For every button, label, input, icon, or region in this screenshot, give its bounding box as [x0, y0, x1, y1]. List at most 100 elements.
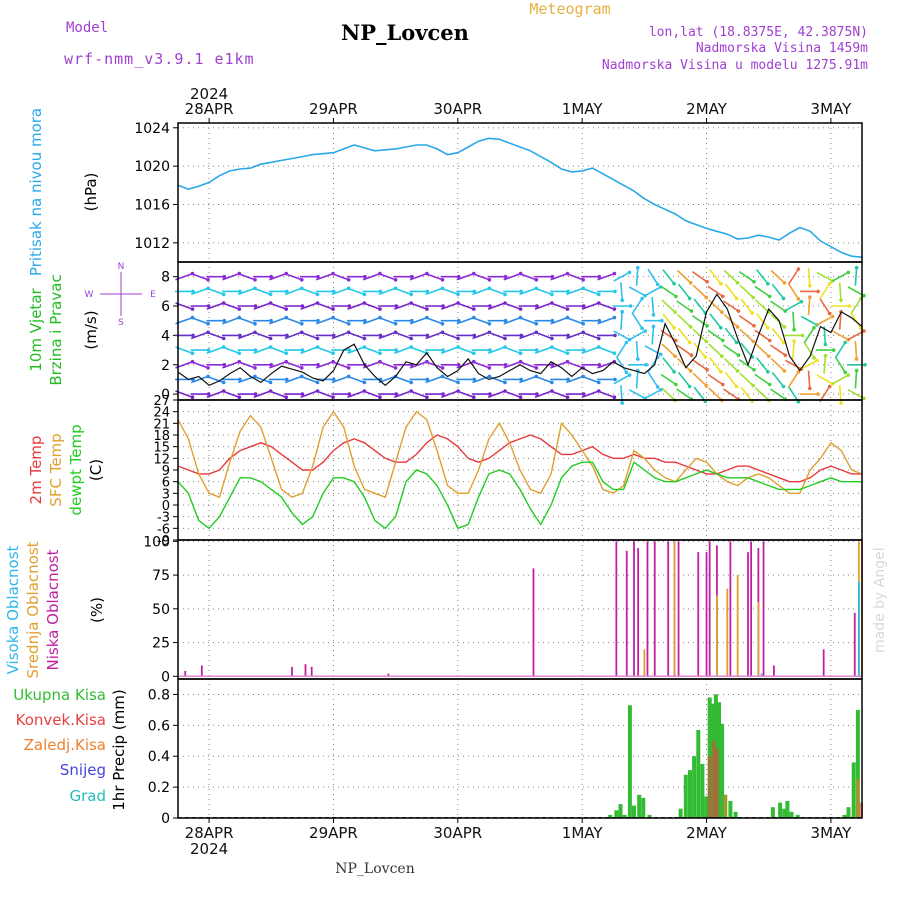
wind-arrowhead: [823, 354, 828, 358]
wind-arrow: [331, 272, 349, 281]
wind-arrow: [635, 267, 639, 286]
wind-arrow: [190, 272, 209, 281]
wind-arrowhead: [503, 318, 508, 323]
compass-east: E: [150, 290, 156, 300]
wind-arrowhead: [640, 296, 644, 301]
wind-arrow: [738, 359, 755, 371]
wind-arrowhead: [238, 333, 242, 338]
wind-arrow: [487, 287, 506, 296]
wind-arrowhead: [237, 307, 242, 311]
wind-arrowhead: [792, 339, 796, 343]
wind-arrowhead: [518, 395, 523, 400]
wind-arrowhead: [394, 304, 399, 308]
wind-arrowhead: [624, 340, 629, 345]
wind-arrow: [581, 346, 600, 354]
credit-text: made by Angel: [872, 547, 888, 653]
wind-arrow: [284, 331, 303, 340]
wind-ytick-label: 8: [161, 270, 170, 286]
wind-arrowhead: [736, 353, 741, 358]
temperature-series-1: [177, 434, 862, 483]
wind-arrowhead: [565, 307, 570, 311]
wind-arrow: [472, 287, 490, 296]
wind-vectors: [175, 265, 867, 405]
wind-arrow: [819, 283, 831, 300]
wind-arrow: [644, 286, 662, 297]
wind-arrow: [769, 300, 786, 312]
wind-arrowhead: [863, 363, 867, 367]
wind-arrowhead: [799, 299, 804, 304]
wind-arrowhead: [362, 336, 367, 341]
wind-arrowhead: [673, 310, 677, 315]
wind-arrow: [362, 346, 381, 354]
temperature-ytick-label: 15: [153, 441, 170, 456]
wind-arrowhead: [674, 294, 678, 299]
wind-arrowhead: [796, 399, 801, 404]
wind-arrowhead: [550, 274, 555, 279]
wind-arrowhead: [425, 333, 430, 338]
wind-arrowhead: [812, 326, 816, 330]
precip-background: [178, 679, 862, 818]
wind-arrowhead: [640, 326, 644, 331]
wind-arrow: [362, 316, 381, 325]
wind-arrowhead: [620, 401, 624, 405]
wind-arrowhead: [221, 336, 226, 341]
wind-arrow: [206, 302, 224, 310]
precip-total-bar: [789, 811, 794, 818]
wind-arrowhead: [783, 353, 788, 358]
wind-arrowhead: [734, 384, 739, 389]
precip-total-bar: [637, 794, 642, 818]
wind-arrowhead: [222, 274, 227, 279]
wind-arrow: [550, 346, 568, 354]
wind-arrow: [770, 269, 785, 284]
pressure-background: [178, 123, 862, 262]
wind-arrowhead: [456, 380, 460, 385]
wind-arrowhead: [597, 380, 601, 385]
wind-arrow: [347, 346, 365, 354]
wind-arrowhead: [658, 388, 663, 392]
wind-arrowhead: [503, 274, 508, 279]
cloud-unit: (%): [88, 597, 106, 623]
wind-arrowhead: [781, 340, 786, 345]
wind-arrowhead: [655, 282, 660, 287]
wind-arrowhead: [378, 351, 382, 356]
wind-arrowhead: [655, 385, 660, 389]
wind-arrowhead: [316, 274, 320, 279]
wind-arrow: [394, 346, 412, 354]
wind-arrowhead: [687, 340, 692, 345]
wind-arrowhead: [284, 351, 289, 356]
wind-arrowhead: [581, 392, 586, 396]
wind-arrowhead: [300, 366, 304, 370]
precip-frame: [177, 678, 863, 819]
wind-arrow: [677, 283, 691, 299]
wind-arrowhead: [782, 325, 787, 329]
wind-arrow: [519, 316, 537, 325]
wind-arrow: [676, 269, 692, 284]
wind-arrowhead: [285, 377, 289, 382]
wind-arrowhead: [456, 292, 460, 297]
wind-arrowhead: [846, 270, 851, 275]
wind-arrowhead: [409, 292, 414, 297]
temp-unit: (C): [87, 459, 105, 481]
wind-arrowhead: [253, 366, 257, 370]
wind-arrow: [284, 360, 303, 369]
wind-arrow: [785, 359, 802, 370]
wind-arrow: [644, 389, 662, 400]
wind-arrow: [394, 302, 412, 310]
wind-arrow: [770, 358, 785, 372]
wind-arrowhead: [550, 380, 554, 385]
wind-arrowhead: [704, 383, 709, 388]
precip-legend-2: Konvek.Kisa: [16, 711, 106, 729]
wind-arrowhead: [425, 395, 429, 400]
precip-total-bar: [720, 723, 725, 818]
precip-total-bar: [785, 801, 790, 818]
wind-arrow: [440, 375, 459, 384]
wind-arrowhead: [285, 289, 289, 294]
wind-arrow: [394, 375, 412, 384]
wind-arrow: [550, 390, 568, 398]
precip-total-bar: [641, 797, 646, 818]
wind-arrow: [519, 287, 537, 296]
wind-arrowhead: [362, 292, 367, 297]
pressure-ytick-label: 1020: [134, 159, 170, 175]
wind-arrow: [754, 373, 771, 386]
wind-arrowhead: [221, 380, 226, 385]
